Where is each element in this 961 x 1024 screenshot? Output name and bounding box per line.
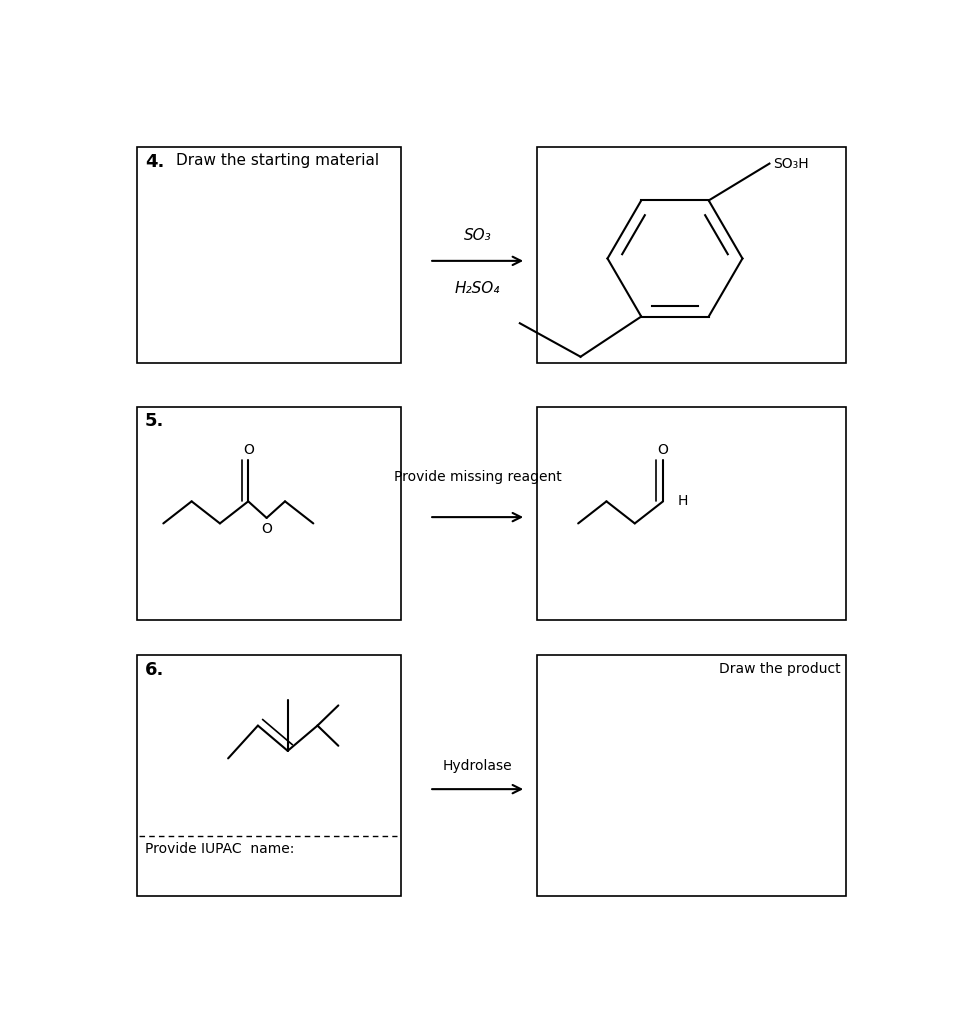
FancyBboxPatch shape <box>537 655 847 896</box>
Text: SO₃: SO₃ <box>464 227 491 243</box>
Text: Draw the starting material: Draw the starting material <box>176 153 379 168</box>
Text: O: O <box>657 443 669 457</box>
FancyBboxPatch shape <box>136 146 401 364</box>
Text: H₂SO₄: H₂SO₄ <box>455 281 501 296</box>
FancyBboxPatch shape <box>136 655 401 896</box>
Text: 6.: 6. <box>145 660 164 679</box>
Text: Hydrolase: Hydrolase <box>443 760 512 773</box>
Text: O: O <box>261 522 272 536</box>
Text: O: O <box>243 443 254 457</box>
Text: 5.: 5. <box>145 413 164 430</box>
FancyBboxPatch shape <box>537 407 847 620</box>
FancyBboxPatch shape <box>136 407 401 620</box>
Text: SO₃H: SO₃H <box>774 157 809 171</box>
Text: 4.: 4. <box>145 153 164 171</box>
Text: Draw the product: Draw the product <box>720 663 841 676</box>
Text: Provide missing reagent: Provide missing reagent <box>394 470 561 484</box>
Text: H: H <box>678 495 688 508</box>
FancyBboxPatch shape <box>537 146 847 364</box>
Text: Provide IUPAC  name:: Provide IUPAC name: <box>145 842 294 856</box>
